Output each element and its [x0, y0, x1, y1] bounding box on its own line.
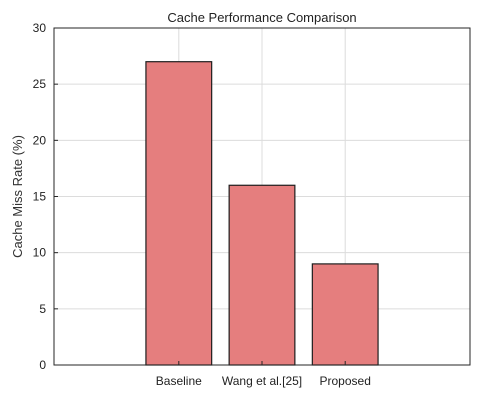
x-tick-labels: Baseline Wang et al.[25] Proposed	[156, 361, 371, 388]
y-tick-label: 0	[39, 358, 46, 372]
x-tick-label: Proposed	[320, 374, 371, 388]
y-tick-label: 25	[33, 77, 47, 91]
bar-proposed	[311, 263, 379, 366]
y-tick-label: 5	[39, 302, 46, 316]
bar-baseline	[145, 61, 213, 366]
y-tick-label: 30	[33, 21, 47, 35]
y-tick-labels: 0 5 10 15 20 25 30	[33, 21, 58, 372]
x-tick-label: Baseline	[156, 374, 202, 388]
y-tick-label: 20	[33, 133, 47, 147]
bar-wang-et-al-25	[228, 184, 296, 366]
x-tick-label: Wang et al.[25]	[222, 374, 302, 388]
y-tick-label: 10	[33, 246, 47, 260]
y-axis-label: Cache Miss Rate (%)	[10, 135, 25, 258]
chart-title: Cache Performance Comparison	[167, 10, 356, 25]
y-tick-label: 15	[33, 190, 47, 204]
bars	[145, 61, 379, 366]
